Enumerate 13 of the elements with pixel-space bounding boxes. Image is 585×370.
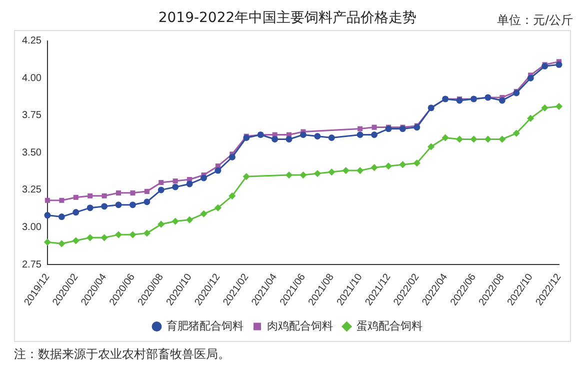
legend-label: 肉鸡配合饲料 xyxy=(266,320,333,333)
y-tick-label: 3.25 xyxy=(22,184,42,196)
legend-label: 蛋鸡配合饲料 xyxy=(356,320,422,333)
text: 注：数据来源于农业农村部畜牧兽医局。 xyxy=(14,346,230,363)
y-tick-label: 4.00 xyxy=(22,72,42,84)
y-tick-label: 3.50 xyxy=(22,147,42,158)
y-tick-label: 3.75 xyxy=(22,110,42,122)
y-tick-label: 4.25 xyxy=(22,36,42,47)
y-tick-label: 3.00 xyxy=(22,222,42,233)
legend-label: 育肥猪配合饲料 xyxy=(166,320,244,333)
text: 单位：元/公斤 xyxy=(496,12,573,29)
y-tick-label: 2.75 xyxy=(22,259,42,270)
chart-title: 2019-2022年中国主要饲料产品价格走势 xyxy=(158,10,417,26)
